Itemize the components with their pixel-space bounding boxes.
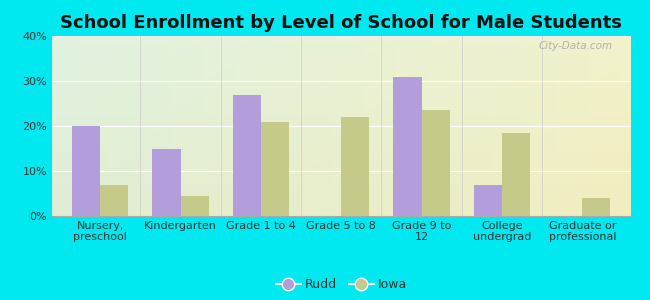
Bar [474,184,502,216]
Title: School Enrollment by Level of School for Male Students: School Enrollment by Level of School for… [60,14,622,32]
Bar [422,110,450,216]
Bar [393,76,422,216]
Bar [72,126,100,216]
Legend: Rudd, Iowa: Rudd, Iowa [270,273,412,296]
Bar [100,184,128,216]
Bar [341,117,369,216]
Bar [233,94,261,216]
Bar [261,122,289,216]
Bar [502,133,530,216]
Bar [181,196,209,216]
Text: City-Data.com: City-Data.com [539,41,613,51]
Bar [582,198,610,216]
Bar [153,148,181,216]
